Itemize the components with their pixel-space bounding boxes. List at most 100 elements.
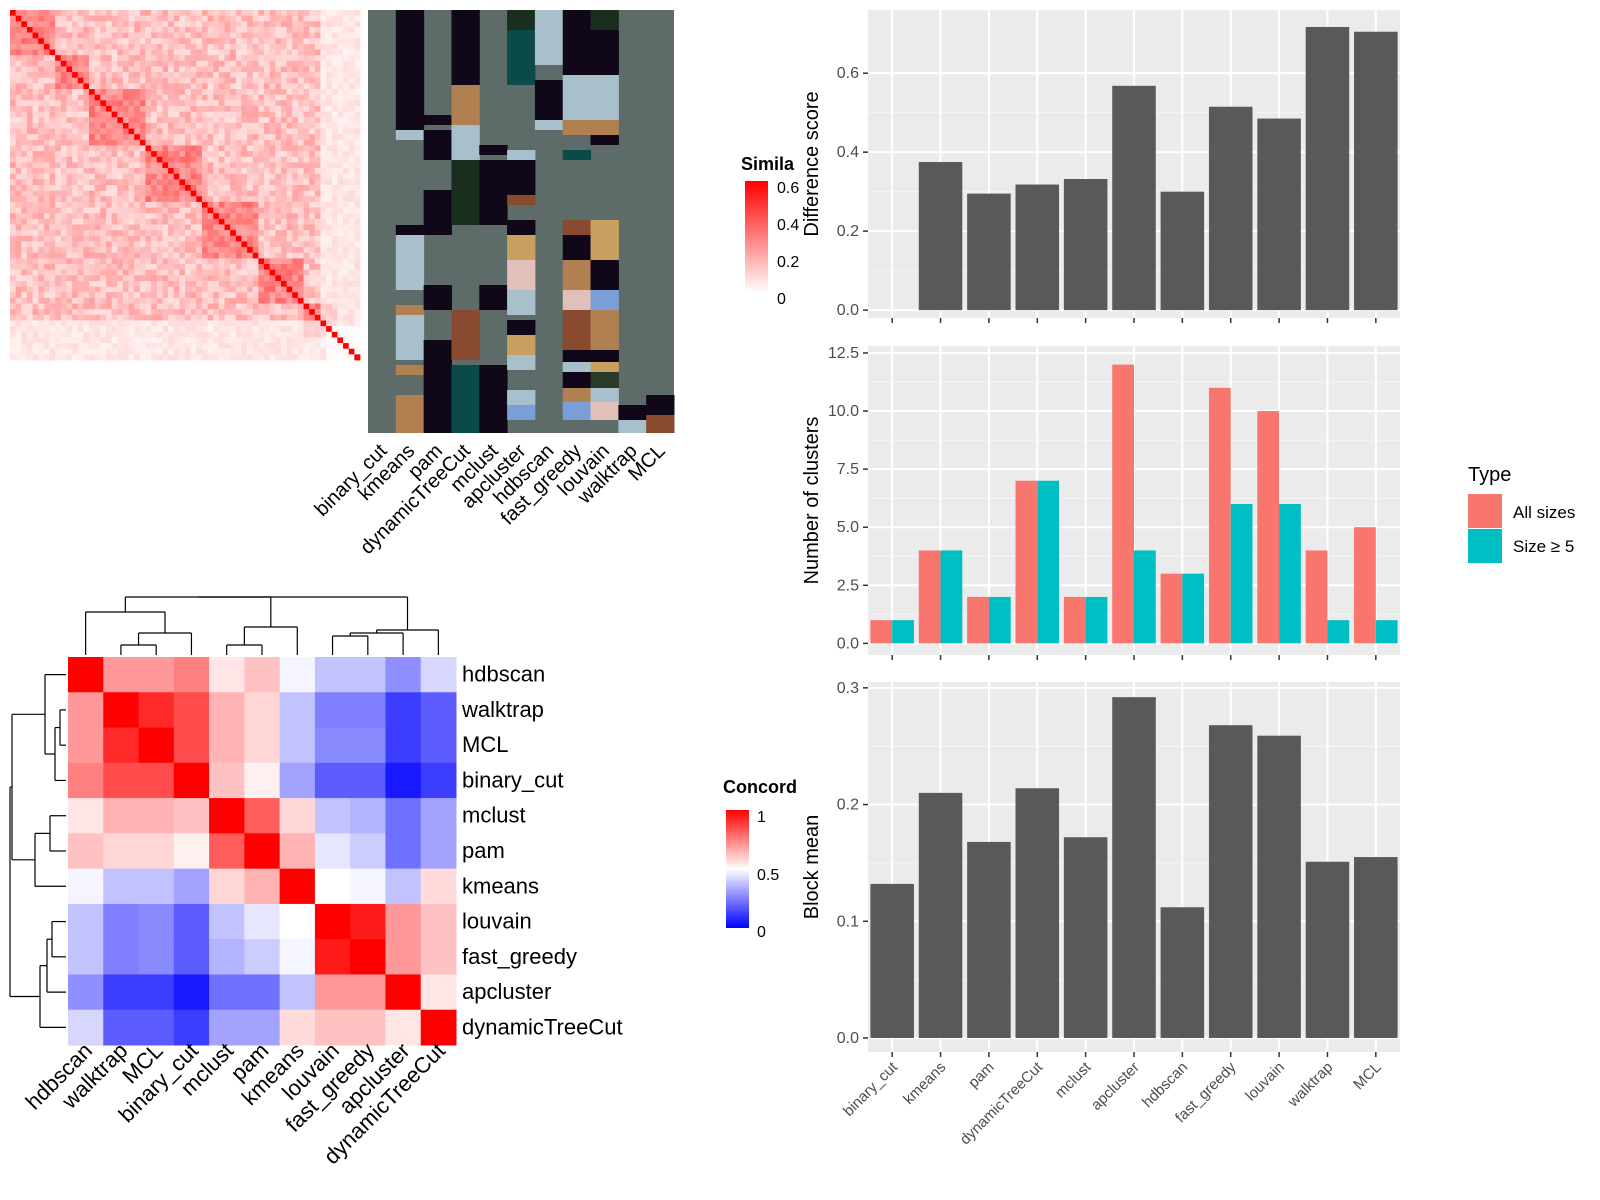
similarity-cell xyxy=(190,15,197,22)
concordance-cell xyxy=(103,939,140,975)
similarity-cell xyxy=(139,269,146,276)
similarity-cell xyxy=(280,134,288,141)
similarity-cell xyxy=(151,286,158,293)
similarity-cell xyxy=(162,134,169,141)
similarity-cell xyxy=(201,151,208,158)
similarity-cell xyxy=(207,83,214,90)
similarity-cell xyxy=(207,145,214,152)
similarity-cell xyxy=(354,280,361,288)
similarity-cell xyxy=(145,348,152,355)
similarity-cell xyxy=(292,55,299,62)
similarity-cell xyxy=(275,66,282,73)
similarity-cell xyxy=(252,354,259,361)
similarity-cell xyxy=(292,43,299,50)
similarity-cell xyxy=(145,343,152,350)
similarity-cell xyxy=(162,241,169,248)
similarity-cell xyxy=(173,55,180,62)
similarity-cell xyxy=(32,235,39,242)
similarity-cell xyxy=(247,77,254,84)
similarity-cell xyxy=(247,269,254,276)
similarity-cell xyxy=(128,201,135,208)
similarity-cell xyxy=(156,105,163,113)
similarity-cell xyxy=(151,156,158,163)
similarity-cell xyxy=(185,162,192,169)
similarity-cell xyxy=(320,43,327,50)
similarity-cell xyxy=(343,128,350,135)
similarity-cell xyxy=(297,269,304,276)
similarity-cell xyxy=(196,185,203,192)
similarity-cell xyxy=(337,21,344,28)
similarity-cell xyxy=(190,83,197,90)
similarity-cell xyxy=(151,275,158,282)
similarity-cell xyxy=(354,196,361,203)
concordance-tick: 0.5 xyxy=(757,867,779,884)
similarity-cell xyxy=(122,235,129,242)
similarity-cell xyxy=(43,326,50,333)
similarity-cell xyxy=(15,247,22,254)
concordance-cell xyxy=(138,868,175,905)
similarity-cell xyxy=(173,269,180,276)
similarity-cell xyxy=(89,89,96,96)
similarity-cell xyxy=(213,156,220,163)
similarity-cell xyxy=(89,309,96,316)
similarity-cell xyxy=(94,213,101,220)
similarity-cell xyxy=(207,134,214,141)
similarity-cell xyxy=(100,94,107,101)
similarity-cell xyxy=(343,201,350,208)
similarity-cell xyxy=(139,77,146,84)
similarity-cell xyxy=(303,348,310,355)
similarity-cell xyxy=(105,230,113,237)
similarity-cell xyxy=(139,83,146,90)
similarity-cell xyxy=(218,320,225,327)
similarity-cell xyxy=(314,286,321,293)
similarity-cell xyxy=(72,297,79,304)
bar xyxy=(967,841,1011,1038)
similarity-cell xyxy=(207,26,214,33)
concordance-cell xyxy=(420,798,457,834)
similarity-cell xyxy=(297,247,304,254)
similarity-cell xyxy=(179,258,186,265)
similarity-cell xyxy=(314,235,321,242)
similarity-cell xyxy=(10,38,17,45)
similarity-cell xyxy=(60,38,67,45)
similarity-cell xyxy=(100,326,107,333)
similarity-cell xyxy=(218,105,225,113)
similarity-cell xyxy=(162,201,169,208)
concordance-cell xyxy=(279,727,316,764)
similarity-cell xyxy=(264,89,271,96)
similarity-cell xyxy=(145,89,152,96)
similarity-cell xyxy=(156,224,163,231)
similarity-cell xyxy=(179,269,186,276)
similarity-cell xyxy=(320,275,327,282)
similarity-cell xyxy=(303,156,310,163)
similarity-cell xyxy=(258,320,265,327)
similarity-cell xyxy=(60,43,67,50)
similarity-cell xyxy=(55,201,62,208)
similarity-cell xyxy=(128,162,135,169)
similarity-cell xyxy=(117,343,124,350)
similarity-cell xyxy=(190,264,197,271)
similarity-cell xyxy=(314,100,321,107)
similarity-cell xyxy=(230,168,237,175)
similarity-cell xyxy=(94,185,101,192)
similarity-cell xyxy=(275,337,282,344)
similarity-cell xyxy=(275,55,282,62)
similarity-cell xyxy=(111,173,118,180)
similarity-cell xyxy=(72,128,79,135)
concordance-cell xyxy=(279,1009,316,1046)
similarity-cell xyxy=(10,66,17,73)
similarity-cell xyxy=(83,66,90,73)
similarity-cell xyxy=(326,122,333,129)
similarity-cell xyxy=(128,275,135,282)
similarity-cell xyxy=(145,224,152,231)
similarity-cell xyxy=(247,348,254,355)
similarity-cell xyxy=(134,83,141,90)
similarity-cell xyxy=(26,111,33,118)
similarity-cell xyxy=(314,55,321,62)
similarity-cell xyxy=(292,297,299,304)
similarity-cell xyxy=(100,66,107,73)
similarity-cell xyxy=(196,94,203,101)
similarity-cell xyxy=(15,309,22,316)
similarity-cell xyxy=(173,162,180,169)
